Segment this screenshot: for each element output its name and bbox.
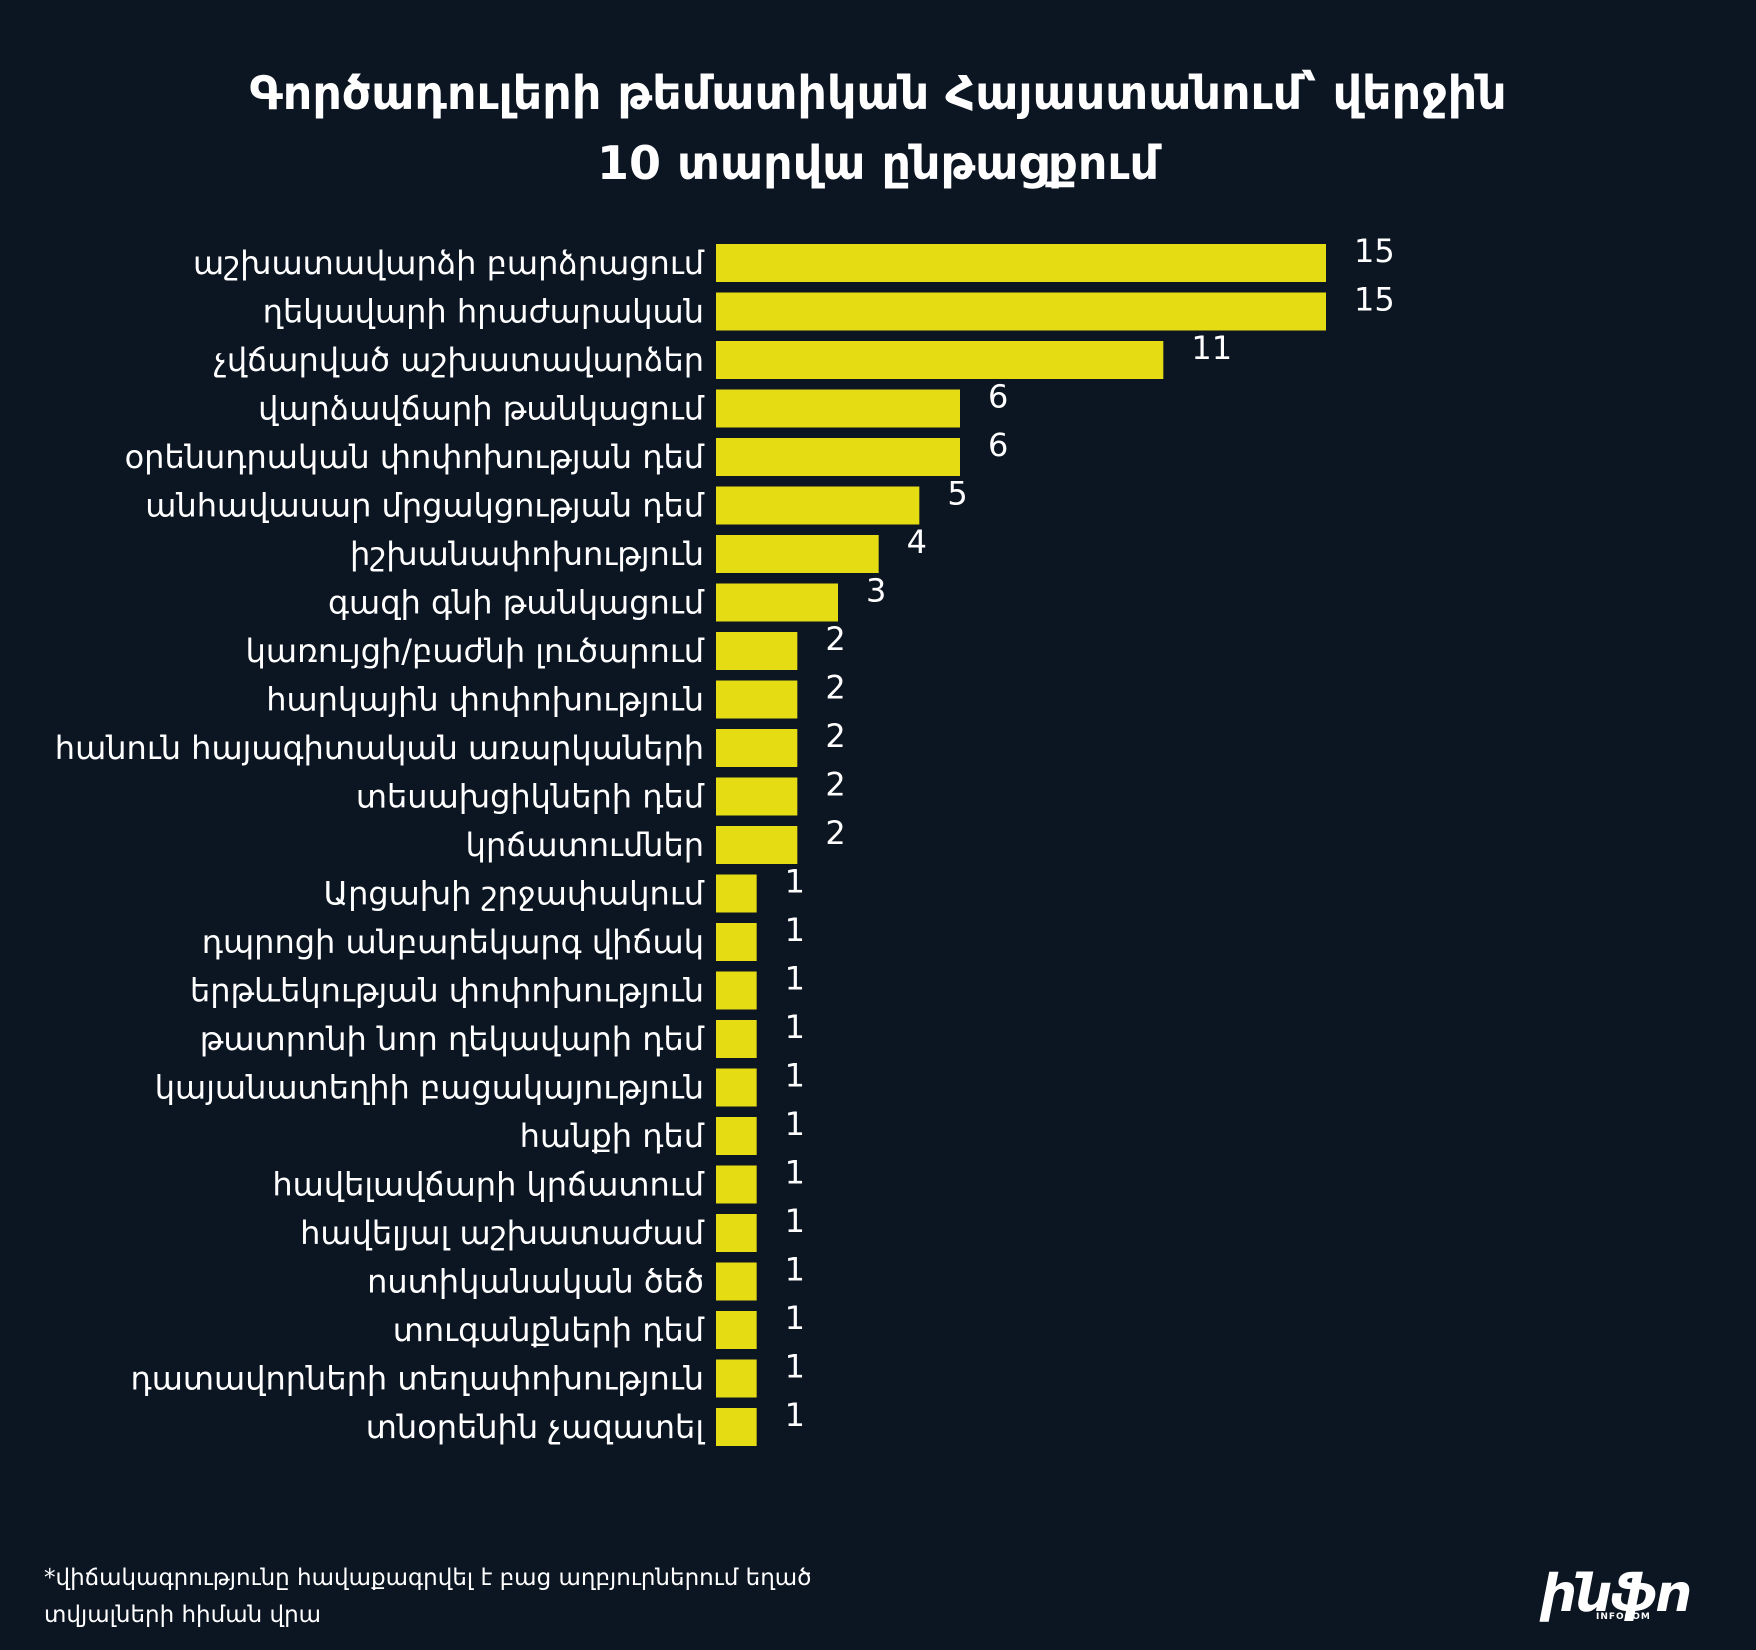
value-label: 1: [785, 960, 805, 998]
category-label: երթևեկության փոփոխություն: [190, 972, 704, 1010]
value-label: 5: [947, 475, 967, 513]
category-label: վարձավճարի թանկացում: [258, 390, 705, 428]
chart-title-line-2: 10 տարվա ընթացքում: [596, 136, 1160, 190]
category-label: կրճատումներ: [466, 826, 704, 864]
bar: [716, 341, 1164, 379]
value-label: 15: [1354, 232, 1395, 270]
bar: [716, 826, 798, 864]
bar: [716, 438, 960, 476]
value-label: 1: [785, 1154, 805, 1192]
value-label: 1: [785, 1251, 805, 1289]
bar: [716, 1311, 757, 1349]
category-label: հանքի դեմ: [520, 1117, 705, 1155]
bar: [716, 486, 920, 525]
value-label: 2: [825, 620, 845, 658]
category-label: անհավասար մրցակցության դեմ: [145, 487, 704, 525]
value-label: 1: [785, 1057, 805, 1095]
bar: [716, 1359, 757, 1398]
value-label: 1: [785, 1202, 805, 1240]
bar: [716, 1020, 757, 1058]
logo-subtext: INFOCOM: [1596, 1612, 1651, 1622]
bar: [716, 632, 798, 670]
category-label: իշխանափոխություն: [350, 535, 704, 573]
value-label: 15: [1354, 281, 1395, 319]
value-label: 1: [785, 1008, 805, 1046]
bar: [716, 729, 798, 767]
value-label: 2: [825, 814, 845, 852]
category-label: գազի գնի թանկացում: [328, 584, 705, 622]
bar: [716, 1068, 757, 1107]
value-label: 3: [866, 572, 886, 610]
bar: [716, 1214, 757, 1252]
logo-mark: ինֆո: [1540, 1564, 1692, 1624]
bar: [716, 1262, 757, 1301]
category-label: հանուն հայագիտական առարկաների: [55, 729, 704, 767]
category-label: ղեկավարի հրաժարական: [263, 293, 704, 331]
category-label: դատավորների տեղափոխություն: [130, 1360, 704, 1398]
bar: [716, 1165, 757, 1204]
value-label: 2: [825, 717, 845, 755]
value-label: 1: [785, 1348, 805, 1386]
footnote-line-2: տվյալների հիման վրա: [44, 1602, 322, 1628]
category-label: ոստիկանական ծեծ: [367, 1263, 704, 1301]
category-label: կայանատեղիի բացակայություն: [155, 1069, 704, 1107]
category-label: հավելավճարի կրճատում: [272, 1166, 704, 1204]
bar: [716, 535, 879, 573]
category-label: հավելյալ աշխատաժամ: [300, 1214, 705, 1252]
category-label: հարկային փոփոխություն: [266, 681, 704, 719]
bar: [716, 1408, 757, 1446]
category-label: թատրոնի նոր ղեկավարի դեմ: [200, 1020, 705, 1058]
category-label: կառույցի/բաժնի լուծարում: [246, 632, 705, 670]
chart-title: Գործադուլերի թեմատիկան Հայաստանում՝ վերջ…: [0, 58, 1756, 198]
value-label: 2: [825, 766, 845, 804]
bar: [716, 777, 798, 816]
category-label: դպրոցի անբարեկարգ վիճակ: [202, 923, 704, 961]
bar: [716, 389, 960, 428]
category-label: Արցախի շրջափակում: [324, 875, 705, 913]
bar: [716, 874, 757, 913]
value-label: 11: [1191, 329, 1232, 367]
bar: [716, 923, 757, 961]
footnote-line-1: *վիճակագրությունը հավաքագրվել է բաց աղբյ…: [44, 1565, 812, 1591]
value-label: 1: [785, 1396, 805, 1434]
bar: [716, 680, 798, 719]
bar: [716, 244, 1326, 282]
footnote: *վիճակագրությունը հավաքագրվել է բաց աղբյ…: [44, 1560, 964, 1634]
bar: [716, 971, 757, 1010]
value-label: 6: [988, 378, 1008, 416]
category-label: տեսախցիկների դեմ: [356, 778, 705, 816]
value-label: 6: [988, 426, 1008, 464]
category-label: տնօրենին չազատել: [366, 1408, 706, 1446]
chart-title-line-1: Գործադուլերի թեմատիկան Հայաստանում՝ վերջ…: [249, 66, 1507, 120]
category-label: տուգանքների դեմ: [393, 1311, 705, 1349]
infocom-logo: ինֆո INFOCOM: [1540, 1566, 1736, 1626]
value-label: 1: [785, 863, 805, 901]
bar: [716, 1117, 757, 1155]
bar: [716, 292, 1326, 331]
category-label: օրենսդրական փոփոխության դեմ: [125, 438, 705, 476]
value-label: 1: [785, 1299, 805, 1337]
category-label: չվճարված աշխատավարձեր: [214, 341, 704, 379]
category-label: աշխատավարձի բարձրացում: [193, 244, 705, 282]
value-label: 1: [785, 1105, 805, 1143]
value-label: 4: [907, 523, 927, 561]
value-label: 1: [785, 911, 805, 949]
value-label: 2: [825, 669, 845, 707]
bar: [716, 583, 838, 622]
